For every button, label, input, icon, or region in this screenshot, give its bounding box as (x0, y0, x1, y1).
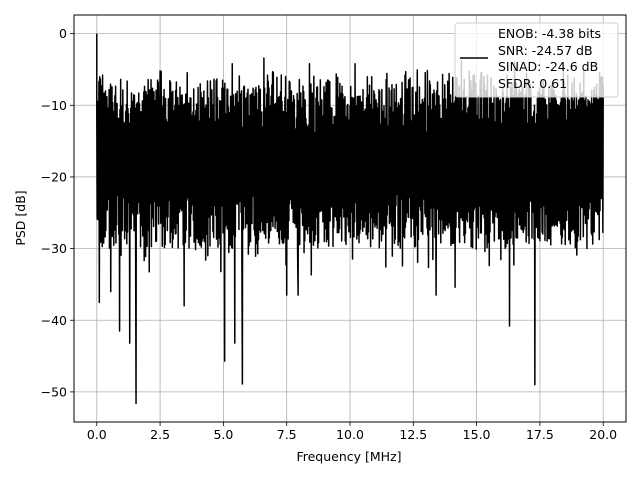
y-tick-label: −10 (41, 98, 67, 113)
x-tick-label: 0.0 (87, 427, 107, 442)
x-axis-ticks: 0.0 2.5 5.0 7.5 10.0 12.5 15.0 17.5 20.0 (87, 422, 617, 442)
legend-box (454, 22, 619, 98)
y-axis-label: PSD [dB] (13, 190, 28, 245)
y-tick-label: −20 (41, 169, 67, 184)
psd-series (96, 33, 604, 405)
x-axis-label: Frequency [MHz] (296, 449, 401, 464)
y-tick-label: −30 (41, 241, 67, 256)
legend-entry-enob: ENOB: -4.38 bits (498, 26, 601, 41)
x-tick-label: 2.5 (150, 427, 170, 442)
psd-line (96, 33, 604, 405)
legend-entry-sfdr: SFDR: 0.61 (498, 76, 567, 91)
x-tick-label: 5.0 (213, 427, 233, 442)
x-tick-label: 17.5 (526, 427, 554, 442)
legend-entry-sinad: SINAD: -24.6 dB (498, 59, 598, 74)
x-tick-label: 20.0 (589, 427, 617, 442)
x-tick-label: 12.5 (399, 427, 427, 442)
x-tick-label: 15.0 (463, 427, 491, 442)
x-tick-label: 10.0 (336, 427, 364, 442)
y-tick-label: −40 (41, 313, 67, 328)
x-tick-label: 7.5 (277, 427, 297, 442)
y-tick-label: 0 (59, 26, 67, 41)
legend-entry-snr: SNR: -24.57 dB (498, 43, 593, 58)
legend: ENOB: -4.38 bits SNR: -24.57 dB SINAD: -… (454, 22, 619, 98)
y-tick-label: −50 (41, 384, 67, 399)
y-axis-ticks: 0 −10 −20 −30 −40 −50 (41, 26, 74, 399)
